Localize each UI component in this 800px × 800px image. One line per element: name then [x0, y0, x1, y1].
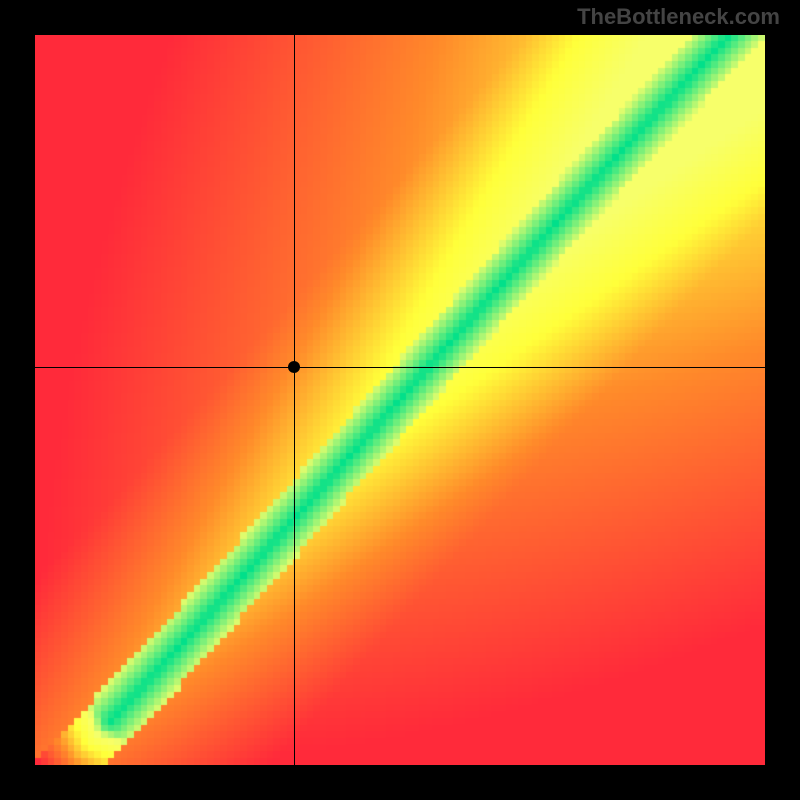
crosshair-vertical-line [294, 35, 295, 765]
crosshair-horizontal-line [35, 367, 765, 368]
bottleneck-heatmap [35, 35, 765, 765]
watermark-text: TheBottleneck.com [577, 4, 780, 30]
figure-container: TheBottleneck.com [0, 0, 800, 800]
crosshair-marker-dot [288, 361, 300, 373]
